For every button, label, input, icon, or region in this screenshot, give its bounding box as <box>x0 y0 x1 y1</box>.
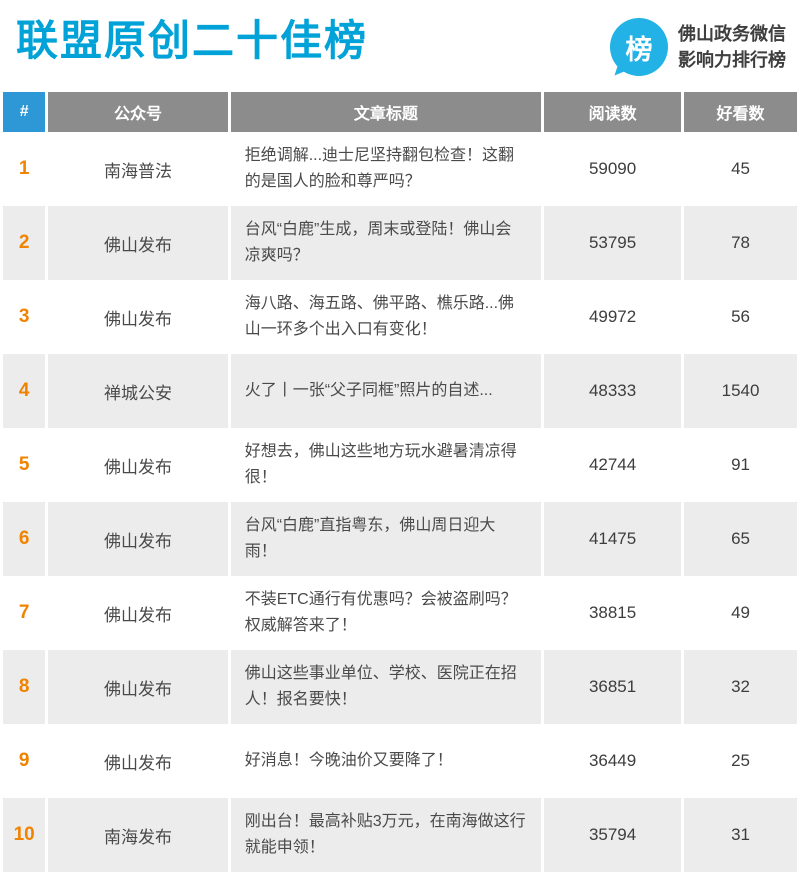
account-cell: 佛山发布 <box>48 724 228 798</box>
reads-cell: 42744 <box>544 428 682 502</box>
brand-label-line2: 影响力排行榜 <box>678 50 786 70</box>
table-row: 2 佛山发布 台风“白鹿”生成，周末或登陆！佛山会凉爽吗？ 53795 78 <box>3 206 797 280</box>
table-row: 9 佛山发布 好消息！今晚油价又要降了！ 36449 25 <box>3 724 797 798</box>
rank-cell: 10 <box>3 798 46 872</box>
likes-cell: 1540 <box>684 354 797 428</box>
brand-label: 佛山政务微信 影响力排行榜 <box>678 21 786 73</box>
account-cell: 南海发布 <box>48 798 228 872</box>
likes-cell: 56 <box>684 280 797 354</box>
account-cell: 佛山发布 <box>48 650 228 724</box>
header-reads: 阅读数 <box>544 92 682 132</box>
likes-cell: 78 <box>684 206 797 280</box>
table-row: 7 佛山发布 不装ETC通行有优惠吗？会被盗刷吗？权威解答来了！ 38815 4… <box>3 576 797 650</box>
title-cell: 海八路、海五路、佛平路、樵乐路...佛山一环多个出入口有变化！ <box>230 280 542 354</box>
table-row: 8 佛山发布 佛山这些事业单位、学校、医院正在招人！报名要快！ 36851 32 <box>3 650 797 724</box>
table-row: 4 禅城公安 火了丨一张“父子同框”照片的自述... 48333 1540 <box>3 354 797 428</box>
table-row: 3 佛山发布 海八路、海五路、佛平路、樵乐路...佛山一环多个出入口有变化！ 4… <box>3 280 797 354</box>
brand-label-line1: 佛山政务微信 <box>678 23 786 44</box>
rank-cell: 3 <box>3 280 46 354</box>
rank-badge-icon: 榜 <box>610 18 668 76</box>
title-cell: 刚出台！最高补贴3万元，在南海做这行就能申领！ <box>230 798 542 872</box>
rank-cell: 5 <box>3 428 46 502</box>
table-row: 1 南海普法 拒绝调解...迪士尼坚持翻包检查！这翻的是国人的脸和尊严吗？ 59… <box>3 132 797 206</box>
likes-cell: 91 <box>684 428 797 502</box>
rank-cell: 2 <box>3 206 46 280</box>
account-cell: 佛山发布 <box>48 576 228 650</box>
title-cell: 台风“白鹿”直指粤东，佛山周日迎大雨！ <box>230 502 542 576</box>
account-cell: 佛山发布 <box>48 428 228 502</box>
header-likes: 好看数 <box>684 92 797 132</box>
ranking-table: # 公众号 文章标题 阅读数 好看数 1 南海普法 拒绝调解...迪士尼坚持翻包… <box>0 92 800 872</box>
title-cell: 火了丨一张“父子同框”照片的自述... <box>230 354 542 428</box>
account-cell: 佛山发布 <box>48 502 228 576</box>
header-account: 公众号 <box>48 92 228 132</box>
reads-cell: 38815 <box>544 576 682 650</box>
likes-cell: 25 <box>684 724 797 798</box>
title-cell: 台风“白鹿”生成，周末或登陆！佛山会凉爽吗？ <box>230 206 542 280</box>
account-cell: 南海普法 <box>48 132 228 206</box>
likes-cell: 45 <box>684 132 797 206</box>
table-row: 10 南海发布 刚出台！最高补贴3万元，在南海做这行就能申领！ 35794 31 <box>3 798 797 872</box>
likes-cell: 65 <box>684 502 797 576</box>
badge-character: 榜 <box>625 34 653 65</box>
account-cell: 佛山发布 <box>48 206 228 280</box>
rank-cell: 8 <box>3 650 46 724</box>
reads-cell: 36851 <box>544 650 682 724</box>
reads-cell: 41475 <box>544 502 682 576</box>
reads-cell: 48333 <box>544 354 682 428</box>
reads-cell: 59090 <box>544 132 682 206</box>
likes-cell: 31 <box>684 798 797 872</box>
reads-cell: 35794 <box>544 798 682 872</box>
brand-block: 榜 佛山政务微信 影响力排行榜 <box>610 18 786 76</box>
title-cell: 佛山这些事业单位、学校、医院正在招人！报名要快！ <box>230 650 542 724</box>
header-row: # 公众号 文章标题 阅读数 好看数 <box>3 92 797 132</box>
account-cell: 佛山发布 <box>48 280 228 354</box>
account-cell: 禅城公安 <box>48 354 228 428</box>
table-row: 5 佛山发布 好想去，佛山这些地方玩水避暑清凉得很！ 42744 91 <box>3 428 797 502</box>
page-title: 联盟原创二十佳榜 <box>16 17 369 64</box>
rank-cell: 4 <box>3 354 46 428</box>
title-cell: 好想去，佛山这些地方玩水避暑清凉得很！ <box>230 428 542 502</box>
likes-cell: 49 <box>684 576 797 650</box>
rank-cell: 9 <box>3 724 46 798</box>
top-bar: 联盟原创二十佳榜 榜 佛山政务微信 影响力排行榜 <box>0 0 800 92</box>
likes-cell: 32 <box>684 650 797 724</box>
header-title: 文章标题 <box>230 92 542 132</box>
reads-cell: 49972 <box>544 280 682 354</box>
header-rank: # <box>3 92 46 132</box>
table-row: 6 佛山发布 台风“白鹿”直指粤东，佛山周日迎大雨！ 41475 65 <box>3 502 797 576</box>
title-cell: 拒绝调解...迪士尼坚持翻包检查！这翻的是国人的脸和尊严吗？ <box>230 132 542 206</box>
rank-cell: 7 <box>3 576 46 650</box>
title-cell: 不装ETC通行有优惠吗？会被盗刷吗？权威解答来了！ <box>230 576 542 650</box>
rank-cell: 1 <box>3 132 46 206</box>
reads-cell: 36449 <box>544 724 682 798</box>
rank-cell: 6 <box>3 502 46 576</box>
title-cell: 好消息！今晚油价又要降了！ <box>230 724 542 798</box>
reads-cell: 53795 <box>544 206 682 280</box>
